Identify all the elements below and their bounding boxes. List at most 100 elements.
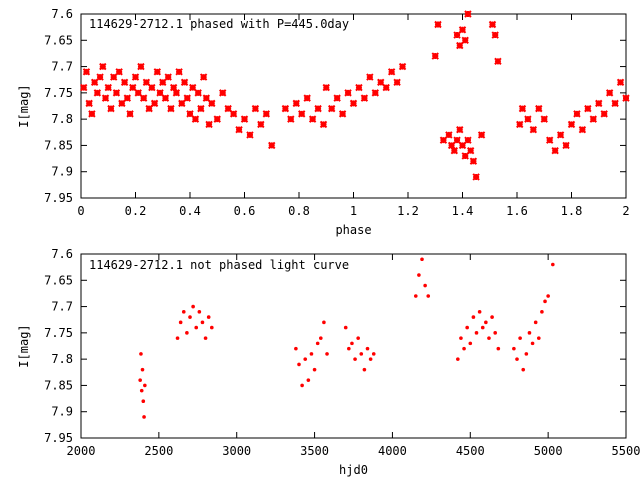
- data-point: [142, 78, 151, 87]
- data-point: [524, 352, 529, 356]
- data-point: [300, 383, 304, 388]
- data-point: [382, 83, 390, 92]
- data-point: [312, 367, 317, 372]
- data-point: [172, 89, 181, 97]
- data-point: [129, 83, 137, 92]
- data-point: [213, 115, 221, 123]
- data-point: [325, 352, 329, 356]
- data-point: [562, 141, 570, 150]
- data-point: [344, 89, 352, 97]
- data-point: [327, 104, 336, 113]
- data-point: [350, 341, 354, 346]
- data-point: [104, 83, 112, 92]
- data-point: [175, 68, 183, 76]
- x-axis-label: hjd0: [339, 463, 368, 477]
- data-point: [445, 131, 453, 139]
- data-point: [515, 357, 519, 361]
- data-point: [362, 367, 367, 372]
- data-point: [161, 94, 170, 102]
- data-point: [545, 136, 554, 144]
- data-point: [456, 41, 464, 50]
- y-tick-label: 7.8: [51, 352, 73, 366]
- x-tick-label: 2: [622, 204, 629, 218]
- data-point: [447, 141, 456, 150]
- data-point: [150, 99, 159, 108]
- y-tick-label: 7.9: [51, 165, 73, 179]
- data-point: [347, 346, 351, 351]
- x-tick-label: 2500: [144, 444, 173, 458]
- x-tick-label: 0.6: [234, 204, 256, 218]
- data-point: [224, 104, 232, 113]
- data-point: [294, 346, 298, 351]
- data-point: [298, 110, 306, 118]
- data-point: [537, 336, 541, 340]
- data-point: [191, 304, 195, 309]
- data-point: [439, 136, 448, 144]
- data-point: [490, 315, 494, 319]
- data-point: [368, 357, 373, 361]
- y-tick-label: 7.6: [51, 247, 73, 261]
- data-point: [333, 94, 341, 102]
- data-point: [281, 104, 290, 113]
- data-point: [484, 320, 488, 325]
- data-point: [178, 320, 183, 325]
- data-point: [453, 136, 461, 144]
- data-point: [88, 110, 96, 118]
- data-point: [417, 273, 421, 277]
- data-point: [366, 73, 374, 81]
- data-point: [322, 83, 330, 92]
- data-point: [306, 378, 311, 382]
- data-point: [257, 120, 265, 129]
- y-tick-label: 7.95: [44, 431, 73, 445]
- data-point: [309, 352, 314, 356]
- data-point: [471, 315, 476, 319]
- x-tick-label: 3000: [222, 444, 251, 458]
- data-point: [145, 104, 153, 113]
- data-point: [183, 94, 191, 102]
- y-axis-label: I[mag]: [17, 324, 31, 367]
- data-point: [512, 346, 516, 351]
- data-point: [521, 367, 526, 372]
- x-tick-label: 4500: [456, 444, 485, 458]
- data-point: [465, 325, 469, 330]
- data-point: [456, 357, 460, 361]
- data-point: [477, 131, 486, 139]
- data-point: [164, 73, 172, 81]
- data-point: [138, 378, 142, 382]
- y-tick-label: 7.75: [44, 86, 73, 100]
- data-point: [540, 310, 544, 314]
- data-point: [205, 120, 213, 129]
- data-point: [458, 141, 467, 150]
- data-point: [194, 89, 202, 97]
- data-point: [246, 131, 254, 139]
- data-point: [434, 20, 442, 29]
- data-point: [297, 362, 301, 367]
- data-point: [600, 110, 608, 118]
- data-point: [338, 110, 347, 118]
- phased-light-curve-chart: 7.6 7.65 7.7 7.75 7.8 7.85 7.9 7.95 0 0.2 0.4 0.6 0.…: [17, 7, 630, 237]
- y-tick-label: 7.95: [44, 191, 73, 205]
- data-point: [527, 331, 532, 335]
- data-point: [210, 325, 214, 330]
- data-point: [139, 352, 143, 356]
- data-point: [200, 320, 205, 325]
- data-point: [551, 262, 555, 267]
- data-point: [546, 294, 550, 298]
- data-point: [118, 99, 126, 108]
- data-point: [493, 331, 498, 335]
- data-point: [398, 62, 407, 71]
- data-point: [453, 31, 461, 39]
- data-point: [322, 320, 326, 325]
- y-tick-label: 7.65: [44, 33, 73, 47]
- x-tick-label: 2000: [67, 444, 96, 458]
- data-point: [469, 157, 478, 165]
- data-point: [343, 325, 348, 330]
- data-point: [556, 131, 565, 139]
- data-point: [120, 78, 129, 87]
- data-point: [185, 331, 189, 335]
- data-point: [251, 104, 260, 113]
- data-point: [543, 299, 547, 304]
- y-tick-label: 7.9: [51, 405, 73, 419]
- data-point: [240, 115, 249, 123]
- data-point: [115, 68, 123, 76]
